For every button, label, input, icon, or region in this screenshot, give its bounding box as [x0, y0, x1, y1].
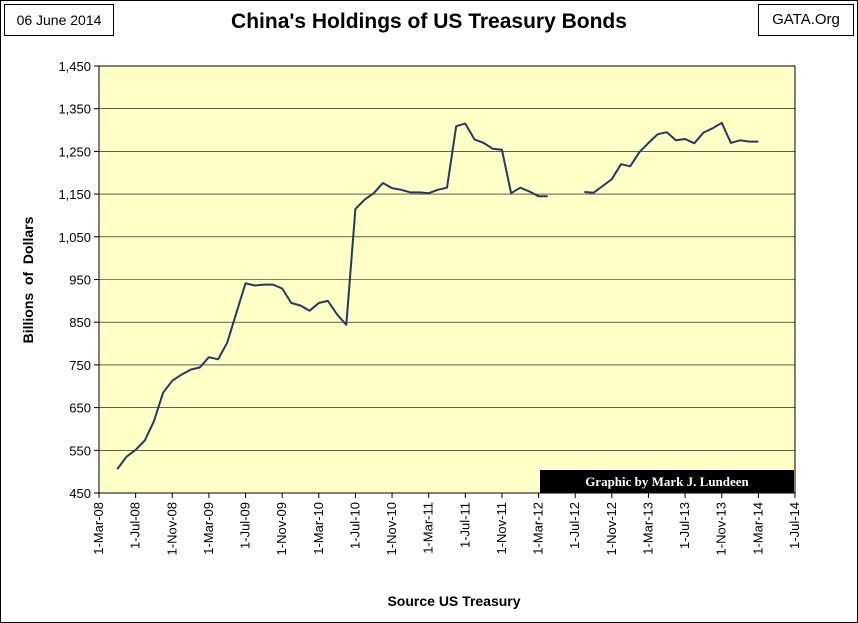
credit-banner: Graphic by Mark J. Lundeen — [540, 470, 794, 493]
x-axis-label: Source US Treasury — [387, 593, 521, 609]
series-line — [116, 122, 548, 470]
x-tick-label: 1-Jul-13 — [677, 502, 692, 549]
series-group — [116, 121, 759, 470]
x-tick-label: 1-Nov-08 — [164, 502, 179, 555]
x-tick-label: 1-Mar-08 — [91, 502, 106, 555]
x-tick-label: 1-Jul-14 — [787, 502, 802, 549]
x-tick-label: 1-Mar-12 — [531, 502, 546, 555]
gridlines — [99, 108, 795, 451]
x-tick-label: 1-Jul-12 — [567, 502, 582, 549]
x-tick-label: 1-Nov-10 — [384, 502, 399, 555]
x-tick-label: 1-Nov-13 — [714, 502, 729, 555]
x-tick-label: 1-Mar-14 — [750, 502, 765, 555]
y-axis-ticks: 450 550 650 750 850 950 1,050 1,150 1,250 1,350 1,… — [58, 59, 99, 501]
y-tick-label: 1,450 — [58, 59, 91, 74]
x-tick-label: 1-Jul-09 — [238, 502, 253, 549]
x-tick-label: 1-Nov-11 — [494, 502, 509, 555]
y-tick-label: 650 — [69, 401, 91, 416]
chart-title: China's Holdings of US Treasury Bonds — [231, 10, 627, 33]
x-tick-label: 1-Mar-11 — [421, 502, 436, 554]
y-axis-label: Billions of Dollars — [20, 216, 36, 344]
x-tick-label: 1-Nov-12 — [604, 502, 619, 555]
date-label: 06 June 2014 — [4, 4, 114, 36]
x-tick-label: 1-Jul-11 — [457, 502, 472, 548]
y-tick-label: 450 — [69, 486, 91, 501]
y-tick-label: 550 — [69, 443, 91, 458]
y-tick-label: 950 — [69, 273, 91, 288]
x-tick-label: 1-Mar-13 — [640, 502, 655, 555]
credit-text: Graphic by Mark J. Lundeen — [585, 474, 749, 489]
y-tick-label: 1,250 — [58, 144, 91, 159]
x-tick-label: 1-Jul-08 — [128, 502, 143, 549]
x-axis-ticks: 1-Mar-08 1-Jul-08 1-Nov-08 1-Mar-09 1-Jul-09… — [91, 493, 802, 555]
credit-background — [540, 470, 794, 493]
series-line — [584, 121, 759, 194]
y-tick-label: 1,350 — [58, 102, 91, 117]
x-tick-label: 1-Mar-09 — [201, 502, 216, 555]
x-tick-label: 1-Mar-10 — [311, 502, 326, 555]
y-tick-label: 1,150 — [58, 187, 91, 202]
y-tick-label: 1,050 — [58, 230, 91, 245]
plot-border — [98, 65, 796, 494]
x-tick-label: 1-Jul-10 — [347, 502, 362, 549]
y-tick-label: 850 — [69, 315, 91, 330]
source-site-label: GATA.Org — [758, 4, 854, 36]
x-tick-label: 1-Nov-09 — [274, 502, 289, 555]
y-tick-label: 750 — [69, 358, 91, 373]
